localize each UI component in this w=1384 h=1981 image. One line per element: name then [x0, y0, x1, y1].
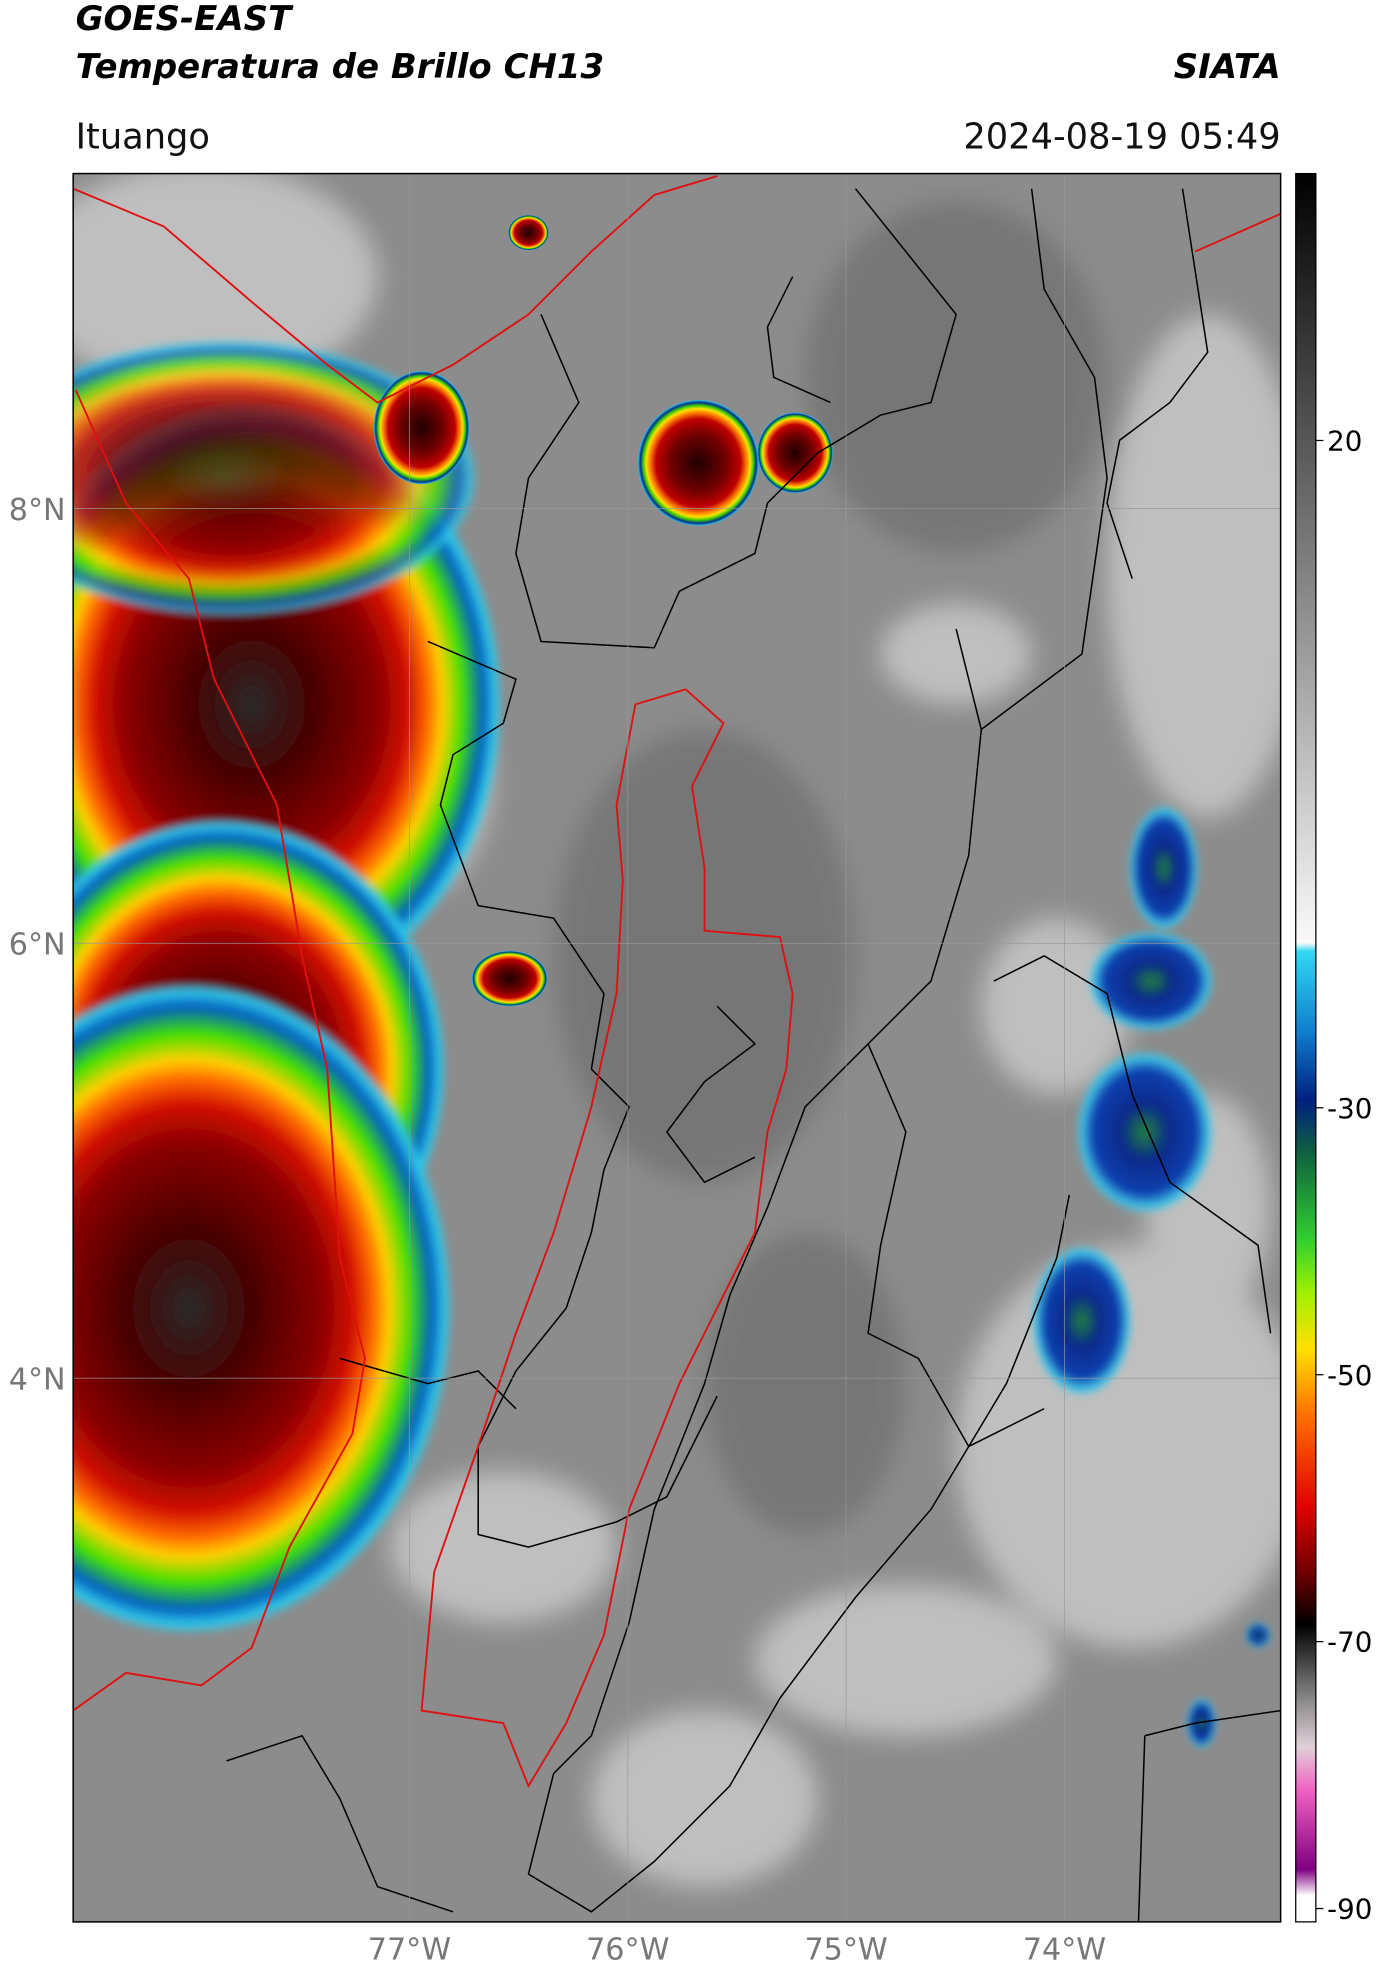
- lon-label: 77°W: [368, 1933, 451, 1968]
- colorbar-tick-label: -30: [1327, 1092, 1372, 1125]
- lon-label: 76°W: [586, 1933, 669, 1968]
- title: GOES-EAST: [76, 0, 294, 39]
- subtitle: Temperatura de Brillo CH13: [76, 47, 604, 87]
- agency: SIATA: [1174, 47, 1281, 87]
- lon-label: 74°W: [1023, 1933, 1106, 1968]
- lat-label: 4°N: [9, 1363, 66, 1398]
- colorbar-tick-label: -50: [1327, 1359, 1372, 1392]
- admin-boundaries: [226, 188, 1281, 1922]
- lat-label: 6°N: [9, 928, 66, 963]
- coastline-and-basin: [73, 175, 1281, 1789]
- lon-label: 75°W: [804, 1933, 887, 1968]
- colorbar-tick-label: -90: [1327, 1893, 1372, 1926]
- satellite-image: [73, 173, 1281, 1922]
- timestamp: 2024-08-19 05:49: [963, 116, 1280, 157]
- grid: [73, 173, 1281, 1922]
- region: Ituango: [76, 116, 210, 157]
- colorbar-tick-label: 20: [1327, 425, 1362, 458]
- map-frame: [72, 172, 1282, 1923]
- colorbar-tick-label: -70: [1327, 1626, 1372, 1659]
- colorbar: [1295, 172, 1317, 1923]
- lat-label: 8°N: [9, 493, 66, 528]
